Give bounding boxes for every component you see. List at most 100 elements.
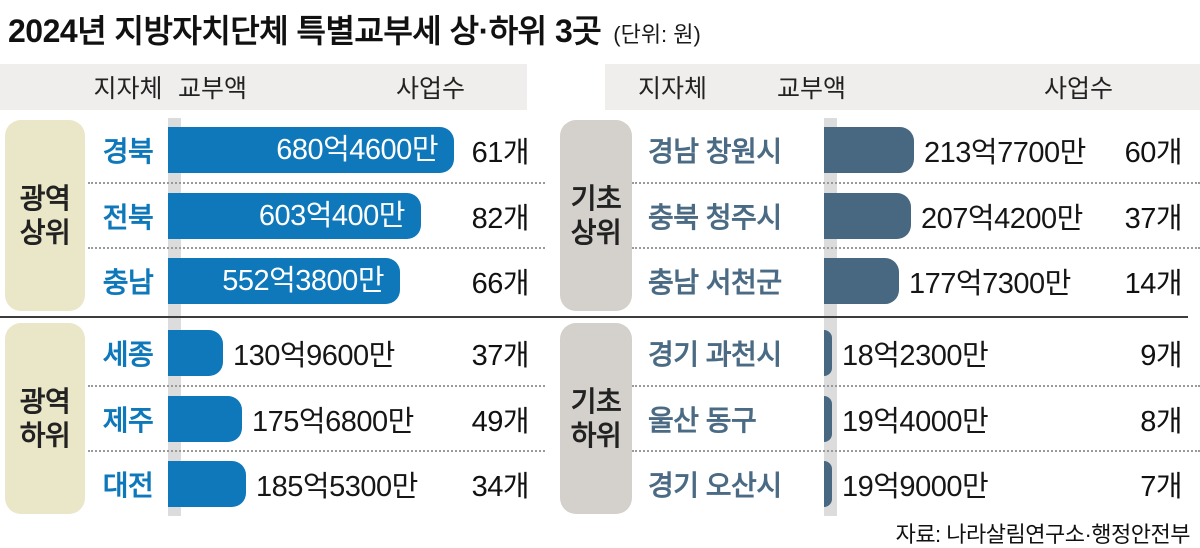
table-row: 경북 680억4600만 61개	[88, 118, 545, 182]
half-gutter	[545, 118, 558, 313]
panel-basic-top: 기초 상위 경남 창원시 213억7700만 60개 충북 청주시	[558, 118, 1200, 313]
group-label-line: 광역	[19, 182, 71, 214]
project-count: 34개	[471, 471, 530, 504]
title-row: 2024년 지방자치단체 특별교부세 상·하위 3곳 (단위: 원)	[8, 6, 701, 52]
region-label: 경기 오산시	[648, 470, 782, 502]
table-row: 충남 552억3800만 66개	[88, 247, 545, 313]
bar-area: 175억6800만	[168, 387, 455, 451]
bar-area: 207억4200만	[824, 184, 1110, 248]
group-label-line: 하위	[570, 419, 622, 451]
half-gutter	[545, 321, 558, 516]
group-label-line: 기초	[570, 385, 622, 417]
page-title: 2024년 지방자치단체 특별교부세 상·하위 3곳	[8, 13, 602, 49]
panel-metro-bottom: 광역 하위 세종 130억9600만 37개 제주	[0, 321, 545, 516]
amount-value: 552억3800만	[222, 265, 384, 298]
amount-bar	[824, 329, 832, 376]
table-row: 울산 동구 19억4000만 8개	[632, 384, 1200, 451]
amount-value: 680억4600만	[276, 133, 438, 166]
project-count: 37개	[471, 339, 530, 372]
project-count: 14개	[1124, 268, 1183, 301]
amount-value: 185억5300만	[256, 471, 418, 504]
table-row: 충남 서천군 177억7300만 14개	[632, 247, 1200, 313]
bar-area: 185억5300만	[168, 452, 455, 516]
amount-value: 177억7300만	[909, 268, 1071, 301]
amount-bar	[168, 395, 242, 442]
band-top: 광역 상위 경북 680억4600만 61개 전북	[0, 118, 1200, 313]
amount-value: 213억7700만	[924, 136, 1086, 169]
bar-area: 18억2300만	[824, 321, 1110, 385]
table-row: 제주 175억6800만 49개	[88, 384, 545, 451]
header-band-right: 지자체 교부액 사업수	[605, 64, 1200, 110]
unit-note: (단위: 원)	[613, 22, 701, 47]
bar-area: 19억4000만	[824, 387, 1110, 451]
region-label: 충남	[102, 267, 154, 299]
amount-value: 18억2300만	[842, 339, 989, 372]
group-label: 광역 상위	[5, 120, 85, 311]
group-label: 광역 하위	[5, 323, 85, 514]
header-band-left: 지자체 교부액 사업수	[0, 64, 527, 110]
amount-bar	[824, 395, 832, 442]
region-label: 세종	[102, 338, 154, 370]
header-region-right: 지자체	[638, 75, 708, 103]
region-label: 충북 청주시	[648, 201, 782, 233]
table-row: 충북 청주시 207억4200만 37개	[632, 181, 1200, 248]
project-count: 9개	[1140, 339, 1182, 372]
table-row: 전북 603억400만 82개	[88, 181, 545, 248]
group-label-line: 하위	[19, 419, 71, 451]
panel-rows: 경남 창원시 213억7700만 60개 충북 청주시 207억4200만	[632, 118, 1200, 313]
project-count: 37개	[1124, 202, 1183, 235]
group-label-line: 상위	[570, 216, 622, 248]
group-label-line: 기초	[570, 182, 622, 214]
bar-area: 19억9000만	[824, 452, 1110, 516]
header-amount-right: 교부액	[777, 75, 847, 103]
band-bottom: 광역 하위 세종 130억9600만 37개 제주	[0, 321, 1200, 516]
amount-value: 19억4000만	[842, 405, 989, 438]
panel-basic-bottom: 기초 하위 경기 과천시 18억2300만 9개 울산 동구	[558, 321, 1200, 516]
region-label: 경북	[102, 135, 154, 167]
panel-metro-top: 광역 상위 경북 680억4600만 61개 전북	[0, 118, 545, 313]
panel-rows: 경북 680억4600만 61개 전북 603억400만	[88, 118, 545, 313]
group-label-line: 광역	[19, 385, 71, 417]
header-amount-left: 교부액	[178, 75, 248, 103]
group-label-line: 상위	[19, 216, 71, 248]
header-region-left: 지자체	[93, 75, 163, 103]
amount-value: 603억400만	[258, 199, 406, 232]
project-count: 66개	[471, 268, 530, 301]
header-projects-left: 사업수	[395, 75, 465, 103]
source-credit: 자료: 나라살림연구소·행정안전부	[895, 522, 1191, 547]
header-projects-right: 사업수	[1043, 75, 1113, 103]
amount-bar	[168, 329, 223, 376]
region-label: 울산 동구	[648, 404, 757, 436]
divider-line	[0, 316, 1188, 318]
bar-area: 680억4600만	[168, 118, 455, 182]
project-count: 7개	[1140, 471, 1182, 504]
bar-area: 130억9600만	[168, 321, 455, 385]
project-count: 49개	[471, 405, 530, 438]
region-label: 제주	[102, 404, 154, 436]
project-count: 60개	[1124, 136, 1183, 169]
table-row: 대전 185억5300만 34개	[88, 450, 545, 516]
project-count: 61개	[471, 136, 530, 169]
amount-bar: 603억400만	[168, 192, 421, 239]
table-row: 세종 130억9600만 37개	[88, 321, 545, 385]
amount-bar	[824, 258, 899, 305]
amount-value: 19억9000만	[842, 471, 989, 504]
section-divider	[0, 313, 1200, 321]
table-row: 경남 창원시 213억7700만 60개	[632, 118, 1200, 182]
bar-area: 552억3800만	[168, 249, 455, 313]
table-body: 광역 상위 경북 680억4600만 61개 전북	[0, 118, 1200, 516]
region-label: 대전	[102, 470, 154, 502]
amount-value: 207억4200만	[921, 202, 1083, 235]
amount-bar: 552억3800만	[168, 258, 400, 305]
table-row: 경기 오산시 19억9000만 7개	[632, 450, 1200, 516]
group-label: 기초 상위	[560, 120, 632, 311]
bar-area: 603억400만	[168, 184, 455, 248]
group-label: 기초 하위	[560, 323, 632, 514]
table-row: 경기 과천시 18억2300만 9개	[632, 321, 1200, 385]
amount-bar	[824, 461, 832, 508]
column-header-row: 지자체 교부액 사업수 지자체 교부액 사업수	[0, 64, 1200, 110]
region-label: 전북	[102, 201, 154, 233]
bar-area: 213억7700만	[824, 118, 1110, 182]
amount-value: 175억6800만	[252, 405, 414, 438]
